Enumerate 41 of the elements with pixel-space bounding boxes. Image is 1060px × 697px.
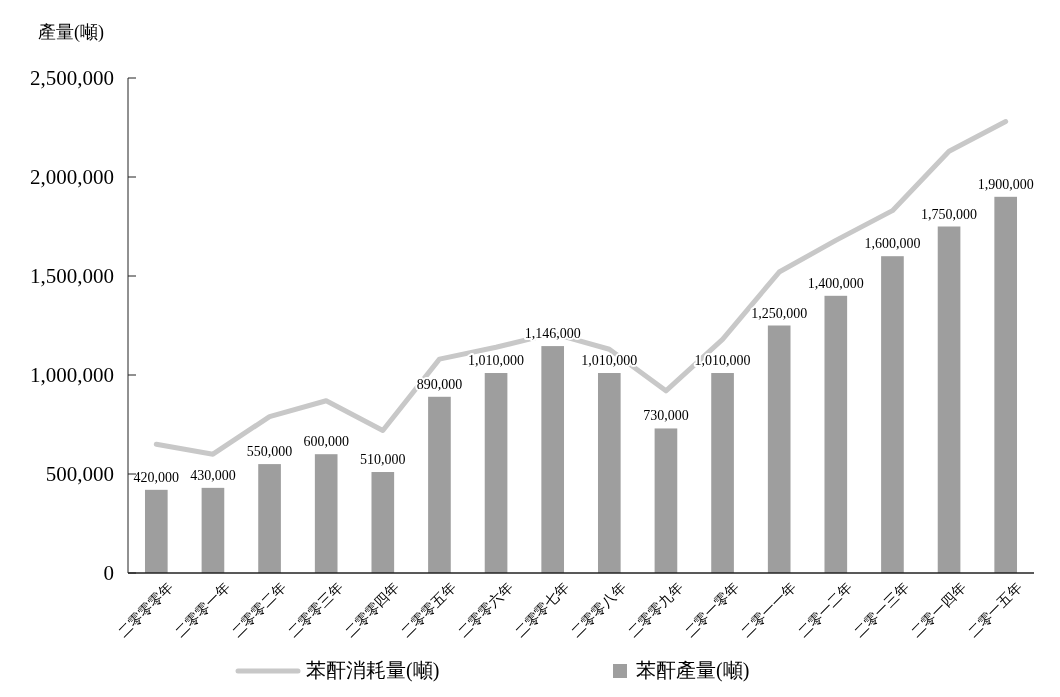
y-tick-label: 0: [103, 561, 114, 586]
y-tick-label: 1,000,000: [30, 363, 114, 388]
data-label: 1,750,000: [921, 206, 978, 222]
bar: [314, 454, 338, 573]
legend-label: 苯酐消耗量(噸): [306, 659, 440, 682]
bar: [541, 346, 565, 573]
data-label: 430,000: [190, 467, 236, 483]
legend-label: 苯酐產量(噸): [636, 659, 750, 682]
bar: [371, 472, 395, 573]
bar: [994, 196, 1018, 573]
data-label: 730,000: [643, 408, 689, 424]
bar: [258, 464, 281, 573]
data-label: 890,000: [416, 376, 463, 392]
data-label: 420,000: [133, 469, 180, 485]
data-label: 1,600,000: [864, 236, 921, 252]
y-tick-label: 500,000: [45, 462, 114, 487]
y-tick-label: 1,500,000: [30, 264, 114, 289]
data-label: 1,010,000: [581, 353, 638, 369]
data-label: 1,900,000: [977, 176, 1034, 192]
data-label: 550,000: [246, 444, 293, 460]
data-label: 1,010,000: [468, 353, 525, 369]
data-label: 600,000: [303, 434, 349, 450]
bar: [201, 487, 225, 573]
bar: [654, 428, 678, 573]
y-axis-title: 產量(噸): [38, 22, 104, 43]
data-label: 1,146,000: [524, 326, 581, 342]
data-label: 1,010,000: [694, 353, 751, 369]
bar: [937, 226, 961, 573]
bar: [711, 373, 734, 573]
bar: [428, 396, 451, 573]
bar: [484, 373, 508, 573]
y-tick-label: 2,000,000: [30, 165, 114, 190]
bar: [824, 295, 848, 573]
bar: [767, 325, 791, 573]
data-label: 510,000: [360, 452, 406, 468]
y-tick-label: 2,500,000: [30, 66, 114, 91]
data-label: 1,250,000: [751, 305, 808, 321]
bar: [597, 373, 621, 573]
data-label: 1,400,000: [807, 275, 864, 291]
bar: [881, 256, 904, 573]
bar: [144, 489, 168, 573]
